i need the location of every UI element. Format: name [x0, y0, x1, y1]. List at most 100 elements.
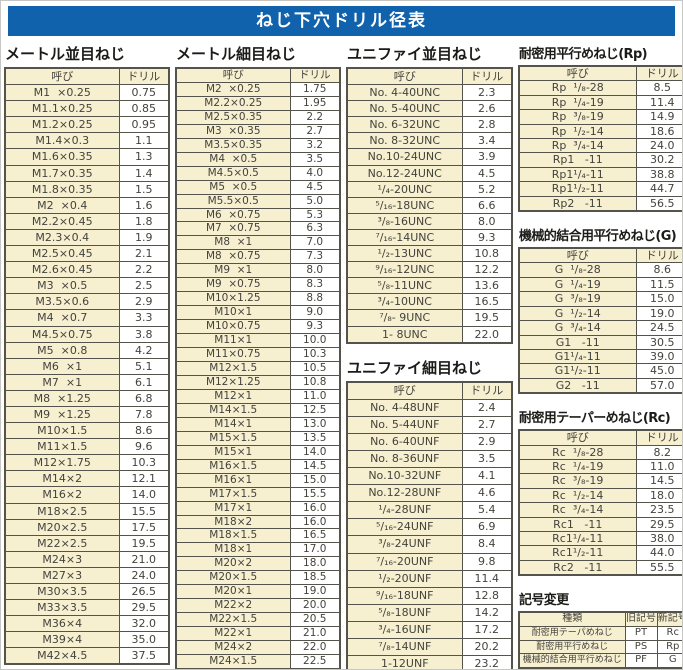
table-cell: 18.5	[289, 570, 341, 586]
table-cell: ⁹/₁₆-18UNF	[346, 586, 463, 605]
table-cell: M2.5×0.35	[175, 109, 291, 125]
table-cell: ⁵/₈-11UNC	[346, 277, 463, 295]
table-cell: M17×1.5	[175, 486, 291, 502]
table-row: Rp ¹/₂-14 18.6	[518, 123, 682, 140]
column-header: 種類	[518, 611, 626, 627]
table-cell: M18×2.5	[4, 502, 120, 520]
table-row: M10×1 9.0	[175, 305, 341, 321]
table-row: M12×1.25 10.8	[175, 374, 341, 390]
table-cell: M15×1.5	[175, 430, 291, 446]
table-row: ⁵/₈-11UNC 13.6	[346, 277, 513, 295]
header-row: 呼び ドリル	[346, 381, 513, 400]
table-cell: 2.5	[118, 277, 170, 295]
table-cell: Rc ¹/₂-14	[518, 487, 637, 504]
unified-coarse-table: 呼び ドリル No. 4-40UNC 2.3 No. 5-40UNC 2.6 No. 6-…	[346, 67, 513, 344]
table-cell: 22.0	[461, 325, 513, 344]
table-row: No. 6-40UNF 2.9	[346, 432, 513, 451]
table-row: M16×1.5 14.5	[175, 458, 341, 474]
table-row: ³/₈-16UNC 8.0	[346, 212, 513, 230]
table-cell: M2.6×0.45	[4, 261, 120, 279]
table-cell: 38.0	[635, 530, 682, 547]
table-cell: M36×4	[4, 615, 120, 633]
table-cell: M10×1.25	[175, 291, 291, 307]
table-row: Rc1 -11 29.5	[518, 516, 682, 532]
table-cell: 5.4	[461, 501, 513, 520]
table-cell: ¹/₄-20UNC	[346, 180, 463, 198]
column-header: 呼び	[518, 247, 637, 264]
table-row: M20×1.5 18.5	[175, 570, 341, 586]
table-cell: M12×1.5	[175, 361, 291, 376]
table-cell: 29.5	[118, 599, 170, 617]
table-cell: M22×1.5	[175, 612, 291, 628]
table-cell: PS	[624, 639, 658, 655]
table-row: M10×1.5 8.6	[4, 422, 170, 440]
header-row: 呼び ドリル	[175, 67, 341, 83]
table-cell: 7.3	[289, 249, 341, 265]
table-cell: 8.4	[461, 535, 513, 554]
table-row: M17×1 16.0	[175, 500, 341, 516]
column-header: ドリル	[635, 429, 682, 446]
table-row: M2 ×0.25 1.75	[175, 81, 341, 97]
table-row: G ³/₈-19 15.0	[518, 291, 682, 307]
table-cell: 10.8	[289, 374, 341, 390]
table-cell: ⁵/₁₆-24UNF	[346, 518, 463, 537]
table-cell: 4.2	[118, 341, 170, 359]
metric-fine-heading: メートル細目ねじ	[176, 45, 297, 63]
table-cell: M3 ×0.5	[4, 277, 120, 295]
table-cell: 15.0	[635, 291, 682, 307]
table-cell: M4.5×0.75	[4, 325, 120, 343]
table-cell: 1.3	[118, 148, 170, 166]
metric-fine-table: 呼び ドリル M2 ×0.25 1.75 M2.2×0.25 1.95 M2.5×0.35…	[175, 67, 341, 669]
table-cell: No. 6-40UNF	[346, 432, 463, 451]
table-row: Rp ³/₄-14 24.0	[518, 138, 682, 154]
table-row: M14×1.5 12.5	[175, 402, 341, 418]
table-row: No. 6-32UNC 2.8	[346, 116, 513, 134]
table-cell: M2.2×0.25	[175, 95, 291, 111]
table-cell: 14.5	[635, 473, 682, 489]
table-cell: M6 ×1	[4, 357, 120, 375]
table-row: M2.5×0.35 2.2	[175, 109, 341, 125]
table-row: Rc ¹/₄-19 11.0	[518, 458, 682, 475]
table-cell: 0.95	[118, 116, 170, 134]
table-cell: 12.2	[461, 261, 513, 279]
table-row: M10×0.75 9.3	[175, 319, 341, 335]
table-row: M22×2 20.0	[175, 598, 341, 614]
table-cell: 19.0	[289, 584, 341, 600]
table-row: G ¹/₈-28 8.6	[518, 262, 682, 278]
table-cell: G2 -11	[518, 377, 637, 394]
table-cell: 16.5	[461, 293, 513, 311]
table-cell: Rc	[656, 625, 682, 641]
rc-heading: 耐密用テーパーめねじ(Rc)	[519, 411, 671, 427]
table-row: G1 -11 30.5	[518, 334, 682, 350]
table-cell: M1.1×0.25	[4, 100, 120, 118]
table-cell: ⁷/₁₆-14UNC	[346, 228, 463, 247]
table-cell: No. 6-32UNC	[346, 116, 463, 134]
column-header: ドリル	[289, 67, 341, 83]
table-cell: 10.0	[289, 333, 341, 349]
table-cell: 8.6	[118, 422, 170, 440]
table-cell: ⁵/₈-18UNF	[346, 603, 463, 622]
header-row: 呼び ドリル	[518, 247, 682, 264]
header-row: 呼び ドリル	[4, 67, 170, 86]
table-cell: 5.1	[118, 357, 170, 375]
table-cell: 2.7	[289, 123, 341, 139]
table-row: M2.3×0.4 1.9	[4, 228, 170, 247]
table-cell: 14.9	[635, 109, 682, 125]
table-cell: Rc2 -11	[518, 559, 637, 576]
column-header: 新記号	[656, 611, 682, 627]
table-cell: M11×1.5	[4, 438, 120, 456]
table-cell: M20×2	[175, 556, 291, 572]
table-cell: No. 5-44UNF	[346, 415, 463, 434]
table-cell: M20×1	[175, 584, 291, 600]
column-header: ドリル	[118, 67, 170, 86]
table-cell: 7.0	[289, 235, 341, 251]
table-cell: 11.0	[289, 388, 341, 404]
table-cell: 7.8	[118, 405, 170, 424]
table-cell: 0.85	[118, 100, 170, 118]
table-cell: PT	[624, 625, 658, 641]
table-row: M5 ×0.8 4.2	[4, 341, 170, 359]
table-cell: 18.0	[289, 556, 341, 572]
column-header: 呼び	[346, 381, 463, 400]
table-cell: 13.0	[289, 416, 341, 432]
table-cell: M20×1.5	[175, 570, 291, 586]
